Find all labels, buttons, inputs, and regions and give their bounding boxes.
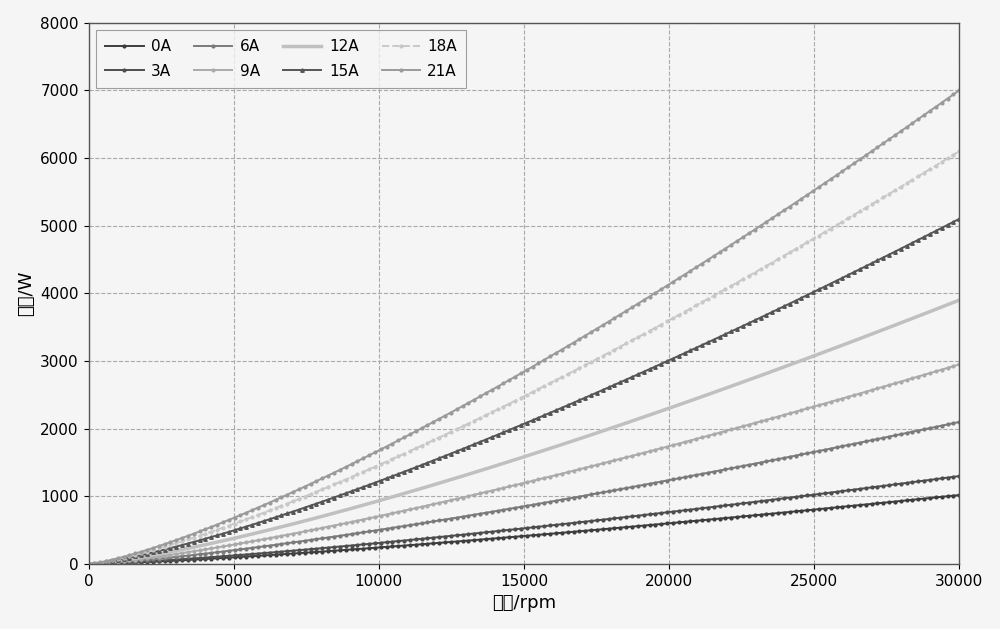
21A [801,191,813,199]
0A [684,518,696,525]
18A [573,364,585,372]
Line: 18A: 18A [87,150,961,565]
12A [538,447,550,454]
9A [684,437,696,444]
9A [573,465,585,473]
15A [83,560,95,568]
3A [538,522,550,530]
21A [573,335,585,343]
9A [953,360,965,368]
X-axis label: 转速/rpm: 转速/rpm [492,594,556,613]
Line: 15A: 15A [87,217,961,566]
18A [83,560,95,568]
21A [684,267,696,275]
18A [369,463,381,470]
0A [427,540,439,547]
0A [953,491,965,499]
21A [369,448,381,456]
15A [538,411,550,419]
6A [538,499,550,506]
15A [953,215,965,223]
18A [801,238,813,246]
18A [684,305,696,313]
9A [427,501,439,508]
Line: 0A: 0A [87,494,961,565]
0A [83,560,95,568]
18A [538,382,550,390]
9A [83,560,95,568]
3A [427,534,439,542]
0A [573,528,585,535]
12A [369,498,381,506]
0A [801,506,813,514]
Line: 12A: 12A [89,300,959,564]
Legend: 0A, 3A, 6A, 9A, 12A, 15A, 18A, 21A: 0A, 3A, 6A, 9A, 12A, 15A, 18A, 21A [96,30,466,88]
6A [369,527,381,535]
Line: 3A: 3A [87,475,961,565]
21A [83,560,95,568]
12A [953,296,965,304]
3A [369,540,381,547]
Line: 6A: 6A [87,421,961,565]
6A [573,493,585,500]
3A [573,518,585,526]
6A [427,518,439,525]
21A [427,418,439,426]
15A [573,396,585,404]
3A [83,560,95,568]
12A [801,355,813,362]
3A [953,472,965,480]
6A [83,560,95,568]
3A [801,492,813,499]
18A [953,147,965,155]
15A [427,457,439,464]
18A [427,437,439,444]
6A [684,472,696,480]
15A [369,479,381,486]
3A [684,506,696,513]
Y-axis label: 损耗/W: 损耗/W [17,270,35,316]
6A [953,418,965,426]
9A [369,513,381,521]
6A [801,450,813,457]
12A [573,435,585,443]
Line: 9A: 9A [87,363,961,565]
Line: 21A: 21A [87,89,961,565]
12A [83,560,95,568]
0A [369,544,381,552]
15A [684,347,696,354]
21A [953,87,965,94]
12A [427,481,439,489]
15A [801,291,813,299]
12A [684,397,696,404]
9A [538,474,550,482]
9A [801,404,813,412]
21A [538,356,550,364]
0A [538,530,550,538]
